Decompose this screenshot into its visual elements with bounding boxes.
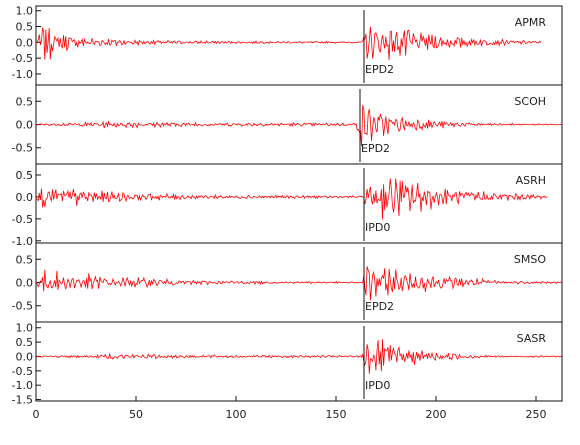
y-tick-label: -0.5	[12, 213, 33, 226]
panel-asrh: 0.5 0.0 -0.5 -1.0 IPD0 ASRH	[12, 163, 563, 248]
panel-scoh: 0.5 0.0 -0.5 EPD2 SCOH	[12, 84, 563, 165]
panel-frame	[35, 5, 563, 86]
y-tick-label: -0.5	[12, 52, 33, 65]
y-tick-label: 0.0	[16, 277, 34, 290]
y-tick-label: 0.5	[16, 21, 34, 34]
pick-label: IPD0	[365, 379, 390, 392]
y-tick-label: 0.5	[16, 169, 34, 182]
y-tick-label: 1.0	[16, 5, 34, 18]
x-tick-label: 200	[426, 408, 447, 421]
trace-asrh	[35, 178, 548, 220]
y-tick-label: 0.0	[16, 36, 34, 49]
y-tick-label: -0.5	[12, 365, 33, 378]
x-tick-label: 100	[226, 408, 247, 421]
station-label: SMSO	[514, 253, 546, 266]
panel-apmr: 1.0 0.5 0.0 -0.5 -1.0 EPD2 APMR	[12, 5, 563, 86]
y-tick-label: -1.0	[12, 379, 33, 392]
panel-smso: 0.5 0.0 -0.5 EPD2 SMSO	[12, 242, 563, 323]
y-tick-label: 1.0	[16, 322, 34, 335]
y-tick-label: 0.5	[16, 95, 34, 108]
panel-frame	[35, 163, 563, 244]
y-tick-label: 0.0	[16, 119, 34, 132]
pick-label: IPD0	[365, 221, 390, 234]
y-tick-label: -1.0	[12, 235, 33, 248]
station-label: SASR	[517, 332, 547, 345]
y-tick-label: 0.5	[16, 336, 34, 349]
x-tick-label: 50	[129, 408, 143, 421]
y-tick-label: -1.5	[12, 394, 33, 407]
trace-smso	[35, 266, 562, 301]
pick-label: EPD2	[361, 142, 390, 155]
y-tick-label: 0.5	[16, 253, 34, 266]
y-tick-label: -1.0	[12, 68, 33, 81]
y-tick-label: -0.5	[12, 142, 33, 155]
station-label: SCOH	[514, 95, 546, 108]
y-tick-label: -0.5	[12, 300, 33, 313]
y-tick-label: 0.0	[16, 350, 34, 363]
trace-scoh	[35, 105, 562, 147]
station-label: APMR	[515, 16, 547, 29]
trace-apmr	[35, 26, 542, 60]
x-tick-label: 250	[526, 408, 547, 421]
pick-label: EPD2	[365, 300, 394, 313]
y-tick-label: 0.0	[16, 191, 34, 204]
panel-sasr: 1.00.50.0 -0.5-1.0 -1.5 IPD0 SASR	[12, 321, 563, 407]
trace-sasr	[35, 339, 562, 374]
panel-frame	[35, 321, 563, 402]
pick-label: EPD2	[365, 63, 394, 76]
x-tick-label: 150	[326, 408, 347, 421]
x-tick-label: 0	[33, 408, 40, 421]
station-label: ASRH	[516, 174, 546, 187]
